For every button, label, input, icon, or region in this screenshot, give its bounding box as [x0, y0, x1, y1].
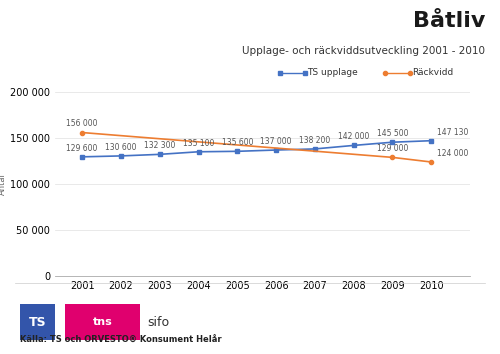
- Line: Räckvidd: Räckvidd: [80, 131, 434, 164]
- TS upplage: [234, 149, 240, 153]
- Räckvidd: [79, 130, 85, 135]
- TS upplage: [390, 140, 396, 144]
- TS upplage: [118, 154, 124, 158]
- Text: 124 000: 124 000: [437, 149, 468, 158]
- Text: 132 300: 132 300: [144, 141, 176, 150]
- Räckvidd: [428, 160, 434, 164]
- Text: 130 600: 130 600: [105, 143, 136, 152]
- Text: 129 600: 129 600: [66, 144, 98, 153]
- TS upplage: [273, 148, 279, 152]
- Text: 145 500: 145 500: [376, 129, 408, 138]
- Text: sifo: sifo: [148, 316, 170, 329]
- Text: 138 200: 138 200: [299, 136, 330, 145]
- TS upplage: [350, 143, 356, 148]
- Text: TS: TS: [28, 316, 46, 329]
- Text: 156 000: 156 000: [66, 119, 98, 129]
- Text: Källa: TS och ORVESTO® Konsument Helår: Källa: TS och ORVESTO® Konsument Helår: [20, 336, 222, 345]
- TS upplage: [312, 147, 318, 151]
- Räckvidd: [390, 155, 396, 160]
- Y-axis label: Antal: Antal: [0, 173, 8, 195]
- Text: 142 000: 142 000: [338, 132, 370, 141]
- Text: Upplage- och räckviddsutveckling 2001 - 2010: Upplage- och räckviddsutveckling 2001 - …: [242, 46, 485, 56]
- Text: 137 000: 137 000: [260, 137, 292, 146]
- Text: Räckvidd: Räckvidd: [412, 68, 454, 77]
- Text: 135 600: 135 600: [222, 138, 253, 147]
- Line: TS upplage: TS upplage: [80, 139, 434, 159]
- TS upplage: [196, 150, 202, 154]
- Text: tns: tns: [92, 317, 112, 327]
- Text: TS upplage: TS upplage: [308, 68, 358, 77]
- TS upplage: [79, 155, 85, 159]
- TS upplage: [156, 152, 162, 156]
- Text: 135 100: 135 100: [183, 139, 214, 148]
- TS upplage: [428, 138, 434, 143]
- Text: Båtliv: Båtliv: [412, 11, 485, 30]
- Text: 129 000: 129 000: [376, 144, 408, 153]
- Text: 147 130: 147 130: [437, 127, 468, 137]
